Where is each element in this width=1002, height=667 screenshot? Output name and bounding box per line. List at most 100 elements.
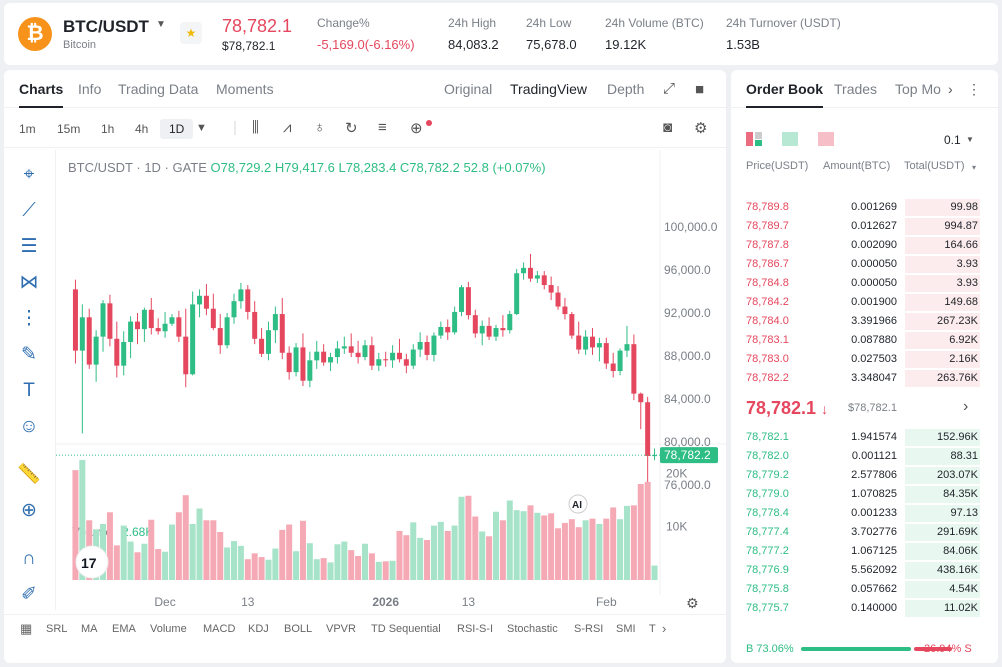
text-icon[interactable]: T bbox=[23, 380, 35, 401]
stat-turnover: 24h Turnover (USDT) 1.53B bbox=[726, 16, 841, 52]
zoom-in-icon[interactable]: ⊕ bbox=[21, 500, 37, 521]
bid-row[interactable]: 78,779.2 2.577806 203.07K bbox=[731, 466, 998, 485]
volume-bar bbox=[506, 500, 513, 580]
tab-depth[interactable]: Depth bbox=[607, 81, 645, 97]
calendar-icon[interactable]: ▦ bbox=[20, 621, 33, 636]
ask-row[interactable]: 78,782.2 3.348047 263.76K bbox=[731, 369, 998, 388]
tab-top-movers[interactable]: Top Mo bbox=[895, 81, 941, 97]
camera-icon[interactable]: ◙ bbox=[663, 119, 673, 136]
add-icon[interactable]: ⊕ bbox=[410, 120, 423, 137]
indicator-kdj[interactable]: KDJ bbox=[248, 623, 269, 635]
brush-icon[interactable]: ✎ bbox=[21, 344, 37, 365]
indicator-vpvr[interactable]: VPVR bbox=[326, 623, 356, 635]
indicator-ma[interactable]: MA bbox=[81, 623, 98, 635]
indicator-srl[interactable]: SRL bbox=[46, 623, 68, 635]
horizontal-lines-icon[interactable]: ☰ bbox=[20, 236, 38, 257]
row-total: 99.98 bbox=[950, 201, 978, 213]
chevron-down-icon[interactable]: ▼ bbox=[156, 19, 166, 30]
caret-down-icon[interactable]: ▾ bbox=[972, 163, 977, 172]
fullscreen-icon[interactable]: ■ bbox=[695, 81, 705, 98]
emoji-icon[interactable]: ☺ bbox=[19, 416, 39, 437]
ask-row[interactable]: 78,784.0 3.391966 267.23K bbox=[731, 312, 998, 331]
gear-icon[interactable]: ⚙ bbox=[694, 120, 708, 137]
tab-original[interactable]: Original bbox=[444, 81, 493, 97]
volume-bar bbox=[430, 525, 437, 580]
candle-body bbox=[652, 455, 658, 457]
star-icon[interactable]: ★ bbox=[180, 22, 202, 44]
tab-trades[interactable]: Trades bbox=[834, 81, 878, 97]
indicator-volume[interactable]: Volume bbox=[150, 623, 187, 635]
fib-icon[interactable]: ⋮ bbox=[19, 308, 39, 329]
ask-row[interactable]: 78,787.8 0.002090 164.66 bbox=[731, 236, 998, 255]
view-bids-icon[interactable] bbox=[782, 132, 798, 146]
bid-row[interactable]: 78,782.1 1.941574 152.96K bbox=[731, 428, 998, 447]
bid-row[interactable]: 78,776.9 5.562092 438.16K bbox=[731, 561, 998, 580]
ask-row[interactable]: 78,789.7 0.012627 994.87 bbox=[731, 217, 998, 236]
bid-row[interactable]: 78,777.2 1.067125 84.06K bbox=[731, 542, 998, 561]
indicators-icon[interactable]: ⩘ bbox=[283, 119, 292, 136]
ask-row[interactable]: 78,789.8 0.001269 99.98 bbox=[731, 198, 998, 217]
candlestick-chart[interactable]: 100,000.0 96,000.0 92,000.0 88,000.0 84,000.… bbox=[56, 150, 726, 610]
tab-tradingview[interactable]: TradingView bbox=[510, 81, 588, 97]
bid-row[interactable]: 78,782.0 0.001121 88.31 bbox=[731, 447, 998, 466]
tab-charts[interactable]: Charts bbox=[19, 81, 64, 108]
ask-row[interactable]: 78,786.7 0.000050 3.93 bbox=[731, 255, 998, 274]
chevron-down-icon[interactable]: ▼ bbox=[196, 122, 207, 134]
templates-icon[interactable]: ≡ bbox=[378, 119, 387, 136]
indicator-boll[interactable]: BOLL bbox=[284, 623, 313, 635]
more-icon[interactable]: ⋮ bbox=[967, 81, 981, 97]
candle-body bbox=[624, 344, 630, 351]
row-total: 84.06K bbox=[943, 545, 978, 557]
tradingview-logo-circle bbox=[75, 545, 109, 579]
ask-row[interactable]: 78,783.1 0.087880 6.92K bbox=[731, 331, 998, 350]
crosshair-icon[interactable]: ⌖ bbox=[23, 164, 35, 185]
replay-icon[interactable]: ↻ bbox=[345, 120, 358, 137]
ask-row[interactable]: 78,784.8 0.000050 3.93 bbox=[731, 274, 998, 293]
ask-row[interactable]: 78,783.0 0.027503 2.16K bbox=[731, 350, 998, 369]
depth-bar bbox=[905, 524, 980, 541]
tab-moments[interactable]: Moments bbox=[216, 81, 274, 97]
tab-trading-data[interactable]: Trading Data bbox=[118, 81, 199, 97]
timeframe-4h[interactable]: 4h bbox=[135, 122, 149, 136]
chevron-down-icon[interactable]: ▼ bbox=[966, 135, 974, 144]
expand-icon[interactable]: ⤢ bbox=[663, 80, 676, 97]
alert-icon[interactable]: ♁ bbox=[314, 119, 326, 136]
volume-bar bbox=[155, 549, 162, 580]
ask-row[interactable]: 78,784.2 0.001900 149.68 bbox=[731, 293, 998, 312]
indicator-stochastic[interactable]: Stochastic bbox=[507, 623, 558, 635]
indicator-macd[interactable]: MACD bbox=[203, 623, 236, 635]
chevron-right-icon[interactable]: › bbox=[963, 398, 969, 415]
pair-selector[interactable]: BTC/USDT bbox=[63, 17, 149, 36]
timeframe-15m[interactable]: 15m bbox=[57, 122, 81, 136]
pattern-icon[interactable]: ⋈ bbox=[19, 272, 39, 293]
timeframe-1m[interactable]: 1m bbox=[19, 122, 36, 136]
chevron-right-icon[interactable]: › bbox=[662, 621, 667, 636]
trend-line-icon[interactable]: ⟋ bbox=[22, 200, 36, 221]
arrow-down-icon: ↓ bbox=[821, 401, 829, 417]
bid-row[interactable]: 78,775.8 0.057662 4.54K bbox=[731, 580, 998, 599]
lock-drawing-icon[interactable]: ✐ bbox=[21, 584, 37, 605]
indicator-td-sequential[interactable]: TD Sequential bbox=[371, 623, 441, 635]
volume-bar bbox=[210, 520, 217, 580]
timeframe-1d[interactable]: 1D bbox=[160, 119, 194, 139]
candle-type-icon[interactable]: ⫼ bbox=[252, 119, 259, 136]
indicator-smi[interactable]: SMI bbox=[616, 623, 636, 635]
view-asks-icon[interactable] bbox=[818, 132, 834, 146]
row-total: 88.31 bbox=[950, 450, 978, 462]
tab-info[interactable]: Info bbox=[78, 81, 102, 97]
chevron-right-icon[interactable]: › bbox=[948, 81, 953, 97]
indicator-more[interactable]: T bbox=[649, 623, 656, 635]
bid-row[interactable]: 78,779.0 1.070825 84.35K bbox=[731, 485, 998, 504]
indicator-rsi-s-i[interactable]: RSI-S-I bbox=[457, 623, 494, 635]
indicator-ema[interactable]: EMA bbox=[112, 623, 136, 635]
timeframe-1h[interactable]: 1h bbox=[101, 122, 115, 136]
ruler-icon[interactable]: 📏 bbox=[17, 464, 41, 485]
tab-order-book[interactable]: Order Book bbox=[746, 81, 824, 108]
precision-select[interactable]: 0.1 bbox=[944, 133, 961, 147]
magnet-icon[interactable]: ∩ bbox=[22, 548, 36, 569]
bid-row[interactable]: 78,777.4 3.702776 291.69K bbox=[731, 523, 998, 542]
view-both-icon[interactable] bbox=[746, 132, 762, 146]
indicator-s-rsi[interactable]: S-RSI bbox=[574, 623, 604, 635]
bid-row[interactable]: 78,778.4 0.001233 97.13 bbox=[731, 504, 998, 523]
bid-row[interactable]: 78,775.7 0.140000 11.02K bbox=[731, 599, 998, 618]
